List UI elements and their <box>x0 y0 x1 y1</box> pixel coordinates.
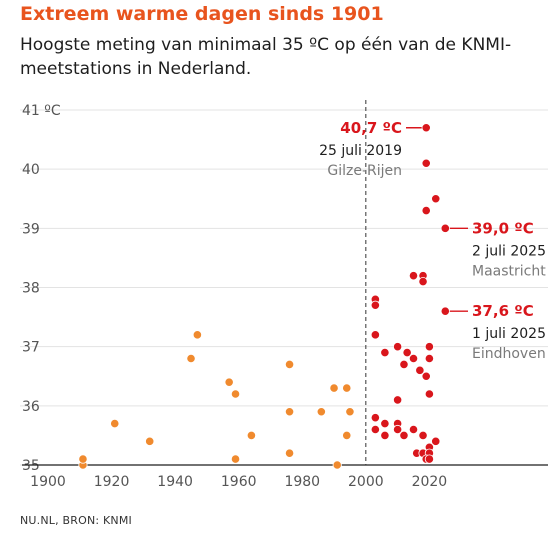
data-point-after-2000 <box>380 430 390 441</box>
data-point-after-2000 <box>421 123 431 133</box>
data-point-before-2000 <box>230 454 241 464</box>
annotation-place: Eindhoven <box>472 346 546 362</box>
data-point-after-2000 <box>421 205 431 216</box>
y-tick-label: 40 <box>22 162 40 178</box>
data-point-after-2000 <box>440 306 450 316</box>
y-tick-label: 38 <box>22 281 40 297</box>
annotation-value: 37,6 ºC <box>472 302 534 320</box>
data-point-before-2000 <box>110 418 120 429</box>
chart-subtitle: Hoogste meting van minimaal 35 ºC op één… <box>20 35 512 79</box>
annotation-value: 39,0 ºC <box>472 219 534 237</box>
data-point-before-2000 <box>230 389 241 399</box>
annotation-place: Gilze-Rijen <box>327 163 402 179</box>
data-point-after-2000 <box>424 454 434 464</box>
source-note: NU.NL, BRON: KNMI <box>20 514 132 527</box>
data-point-before-2000 <box>284 448 295 458</box>
data-point-before-2000 <box>192 330 202 340</box>
x-tick-label: 2020 <box>412 474 448 490</box>
y-tick-label: 36 <box>22 399 40 415</box>
data-point-after-2000 <box>370 424 380 435</box>
data-point-after-2000 <box>380 418 390 429</box>
data-point-after-2000 <box>440 223 450 233</box>
data-point-after-2000 <box>370 300 380 310</box>
x-tick-label: 1980 <box>284 474 320 490</box>
data-point-before-2000 <box>316 407 326 417</box>
data-point-after-2000 <box>393 424 403 435</box>
data-point-after-2000 <box>399 359 409 370</box>
data-point-after-2000 <box>431 436 441 446</box>
y-tick-label: 39 <box>22 221 40 237</box>
annotation-date: 25 juli 2019 <box>319 143 402 159</box>
annotation-date: 2 juli 2025 <box>472 243 546 259</box>
data-point-after-2000 <box>418 430 428 441</box>
data-point-after-2000 <box>408 424 419 435</box>
data-point-after-2000 <box>370 413 380 423</box>
data-point-after-2000 <box>393 342 403 352</box>
annotation-date: 1 juli 2025 <box>472 326 546 342</box>
x-tick-label: 1940 <box>157 474 193 490</box>
data-point-after-2000 <box>393 395 403 405</box>
data-point-after-2000 <box>399 430 409 441</box>
annotation-value: 40,7 ºC <box>340 119 402 137</box>
data-point-after-2000 <box>415 365 425 375</box>
data-point-before-2000 <box>284 359 295 370</box>
chart-title: Extreem warme dagen sinds 1901 <box>20 3 384 25</box>
data-point-after-2000 <box>424 353 434 364</box>
data-point-before-2000 <box>78 454 88 464</box>
data-point-before-2000 <box>186 353 196 364</box>
x-tick-label: 2000 <box>348 474 384 490</box>
data-point-after-2000 <box>424 342 434 352</box>
x-tick-label: 1960 <box>221 474 257 490</box>
y-tick-label: 37 <box>22 340 40 356</box>
data-point-after-2000 <box>418 276 428 287</box>
data-point-after-2000 <box>424 389 434 399</box>
data-point-before-2000 <box>284 407 295 417</box>
data-point-before-2000 <box>332 460 342 470</box>
data-point-after-2000 <box>380 347 390 358</box>
data-point-before-2000 <box>246 430 257 441</box>
data-point-after-2000 <box>370 330 380 340</box>
data-point-after-2000 <box>431 194 441 204</box>
data-point-after-2000 <box>421 371 431 381</box>
data-point-after-2000 <box>421 158 431 168</box>
data-point-after-2000 <box>402 347 412 358</box>
data-point-before-2000 <box>342 383 352 393</box>
y-tick-label: 35 <box>22 458 40 474</box>
data-point-before-2000 <box>345 407 355 417</box>
x-tick-label: 1920 <box>94 474 130 490</box>
x-tick-label: 1900 <box>30 474 66 490</box>
data-point-before-2000 <box>342 430 352 441</box>
data-point-before-2000 <box>145 436 155 446</box>
y-tick-label: 41 ºC <box>22 103 61 119</box>
data-point-after-2000 <box>408 271 419 281</box>
data-point-before-2000 <box>224 377 234 387</box>
data-point-before-2000 <box>329 383 339 393</box>
data-point-after-2000 <box>408 353 419 364</box>
annotation-place: Maastricht <box>472 263 546 279</box>
